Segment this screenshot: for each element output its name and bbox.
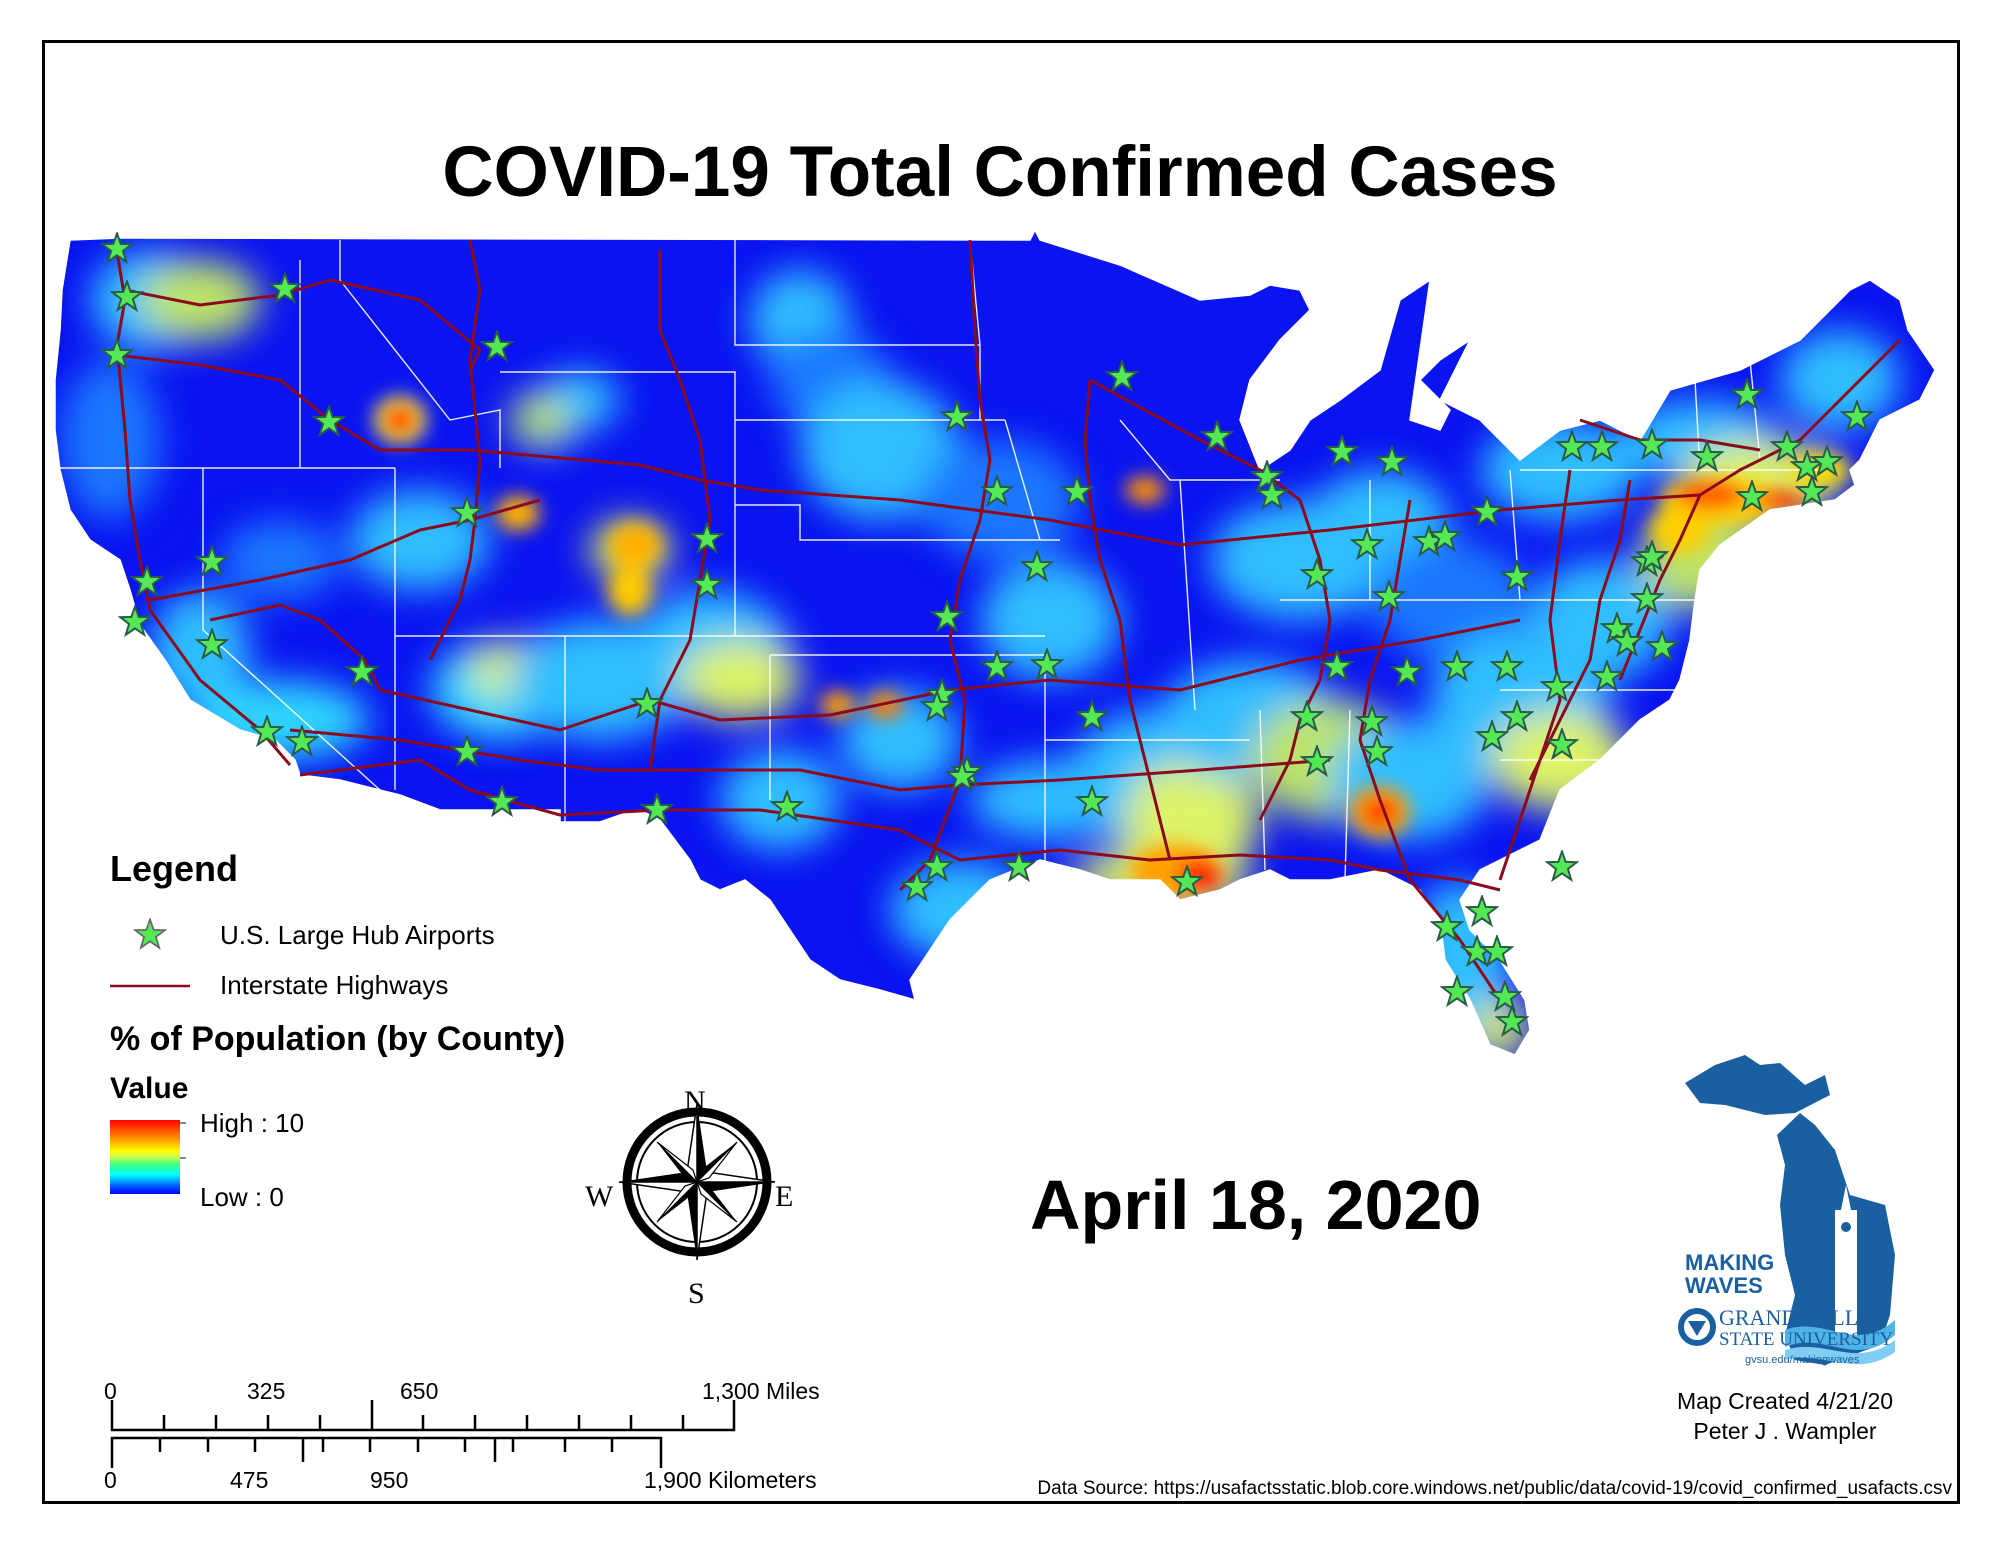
legend-item-highways: Interstate Highways xyxy=(110,970,448,1001)
compass-rose-icon xyxy=(618,1103,776,1261)
ramp-low-label: Low : 0 xyxy=(200,1182,284,1212)
scale-bar xyxy=(110,1400,736,1468)
ramp-tick xyxy=(180,1122,186,1124)
compass-e: E xyxy=(775,1180,794,1213)
data-source: Data Source: https://usafactsstatic.blob… xyxy=(1037,1478,1952,1499)
legend-item-airports: U.S. Large Hub Airports xyxy=(110,918,495,952)
legend-heading: Legend xyxy=(110,848,239,889)
airport-star-icon xyxy=(1466,895,1498,926)
map-frame xyxy=(42,40,1960,1504)
scale-km-0: 0 xyxy=(104,1467,117,1493)
scale-mile-650: 650 xyxy=(400,1378,439,1404)
compass-s: S xyxy=(688,1277,705,1310)
scale-mile-1300: 1,300 Miles xyxy=(702,1378,820,1404)
map-created: Map Created 4/21/20 xyxy=(1676,1388,1894,1414)
color-ramp xyxy=(110,1120,180,1194)
svg-text:MAKING: MAKING xyxy=(1685,1250,1774,1275)
svg-text:GRAND VALLEY: GRAND VALLEY xyxy=(1719,1305,1888,1330)
highway-line-icon xyxy=(110,983,190,989)
map-title: COVID-19 Total Confirmed Cases xyxy=(442,133,1558,212)
legend-label: U.S. Large Hub Airports xyxy=(220,919,495,950)
ramp-tick xyxy=(180,1157,186,1159)
legend-layer-title: % of Population (by County) xyxy=(110,1020,566,1058)
scale-km-475: 475 xyxy=(230,1467,269,1493)
compass-w: W xyxy=(585,1180,614,1213)
map-date: April 18, 2020 xyxy=(1030,1166,1482,1244)
star-icon xyxy=(110,918,190,952)
ramp-high-label: High : 10 xyxy=(200,1108,305,1138)
legend-label: Interstate Highways xyxy=(220,970,449,1000)
svg-text:STATE UNIVERSITY: STATE UNIVERSITY xyxy=(1719,1329,1893,1350)
scale-mile-325: 325 xyxy=(247,1378,286,1404)
svg-text:gvsu.edu/makingwaves: gvsu.edu/makingwaves xyxy=(1745,1354,1860,1366)
svg-text:WAVES: WAVES xyxy=(1685,1273,1763,1298)
interstate-highways xyxy=(113,239,1902,1001)
scale-km-950: 950 xyxy=(370,1467,409,1493)
map-author: Peter J . Wampler xyxy=(1693,1418,1877,1444)
scale-mile-0: 0 xyxy=(104,1378,117,1404)
gvsu-making-waves-logo: MAKING WAVES GRAND VALLEY STATE UNIVERSI… xyxy=(1678,1055,1895,1366)
compass-n: N xyxy=(684,1085,706,1118)
airport-star-icon xyxy=(1546,850,1578,881)
scale-km-1900: 1,900 Kilometers xyxy=(644,1467,817,1493)
legend-value-title: Value xyxy=(110,1072,189,1105)
